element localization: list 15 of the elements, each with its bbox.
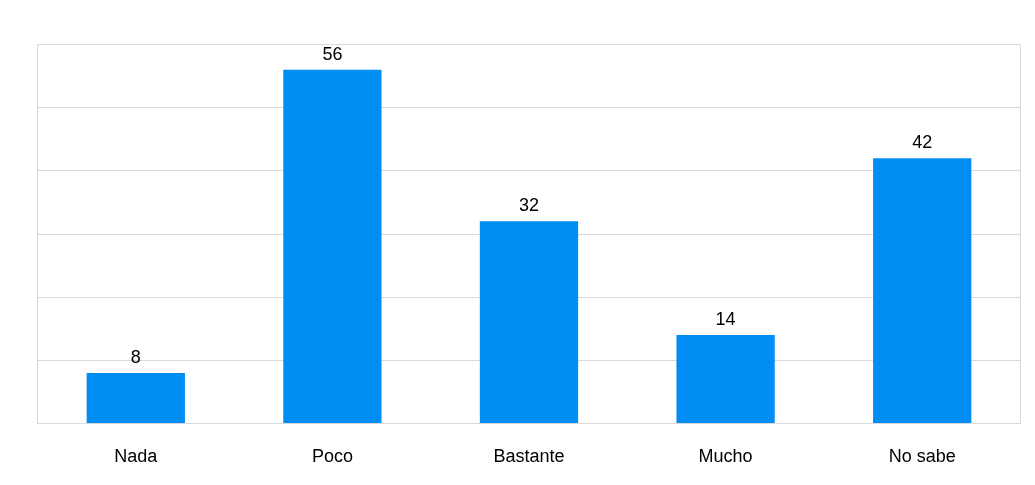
data-label: 32 <box>518 195 540 216</box>
bar <box>479 221 579 424</box>
x-tick-label: No sabe <box>888 445 956 466</box>
x-tick-label: Mucho <box>698 445 753 466</box>
x-tick-label: Poco <box>311 445 353 466</box>
x-tick-label: Nada <box>114 445 159 466</box>
bar <box>283 69 382 424</box>
data-label: 8 <box>130 346 141 367</box>
bar <box>86 372 185 424</box>
bar <box>676 335 775 424</box>
bar <box>873 158 972 424</box>
data-label: 14 <box>715 309 736 330</box>
data-label: 42 <box>912 132 933 153</box>
x-tick-label: Bastante <box>493 445 565 466</box>
data-label: 56 <box>322 43 343 64</box>
